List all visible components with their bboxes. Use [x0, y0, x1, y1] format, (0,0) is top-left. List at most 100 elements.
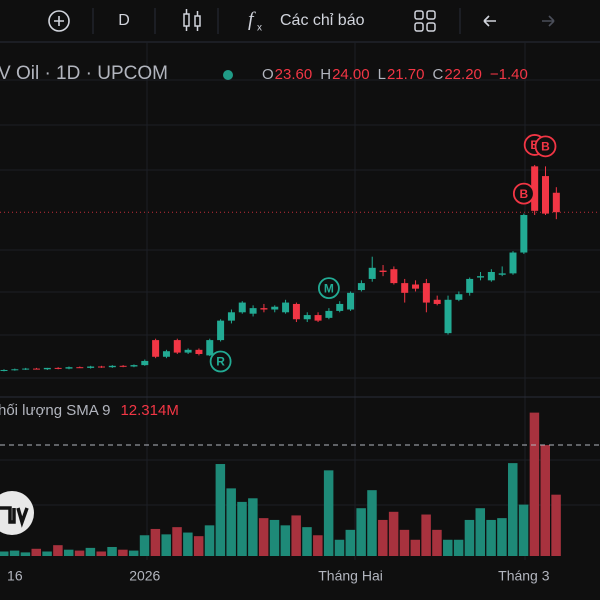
volume-bar — [85, 547, 96, 556]
candle-body — [43, 367, 51, 370]
volume-bar — [193, 536, 204, 556]
candle-body — [498, 273, 506, 275]
ohlc-change: −1.40 — [490, 66, 528, 83]
candle-body — [282, 302, 290, 313]
candle-body — [260, 308, 268, 310]
volume-bar — [226, 488, 236, 556]
volume-bar — [128, 550, 139, 556]
candle-body — [108, 365, 116, 368]
market-status — [223, 70, 233, 80]
candle-body — [520, 214, 528, 253]
volume-bar — [540, 445, 550, 556]
volume-bar — [248, 498, 258, 556]
candle-body — [238, 302, 246, 313]
fx-icon[interactable]: f — [248, 9, 256, 31]
event-marker-label: M — [324, 281, 334, 295]
volume-bar — [118, 549, 128, 556]
x-tick-label: Tháng 3 — [498, 568, 550, 584]
ohlc-prefix: H — [320, 66, 331, 83]
event-marker-label: R — [216, 355, 225, 369]
volume-bar — [215, 464, 226, 556]
candle-body — [0, 369, 8, 371]
layouts-button[interactable] — [414, 10, 436, 32]
candle-body — [542, 176, 549, 214]
volume-bar — [313, 535, 323, 556]
candle-body — [357, 283, 365, 291]
event-marker-label: B — [520, 187, 529, 201]
volume-bar — [269, 519, 280, 556]
chart-type-button[interactable] — [183, 9, 201, 31]
candle-body — [401, 283, 409, 293]
candle-body — [162, 351, 170, 357]
event-marker — [209, 350, 232, 373]
candle-body — [227, 312, 235, 321]
candle-body — [531, 166, 539, 211]
volume-bar — [183, 532, 193, 556]
ohlc-value: 24.00 — [332, 66, 370, 83]
candle-body — [130, 365, 138, 367]
volume-bar — [107, 546, 117, 556]
add-symbol-button[interactable] — [48, 10, 70, 32]
indicators-button[interactable]: Các chỉ báo — [280, 12, 365, 29]
volume-bar — [74, 550, 85, 556]
volume-bar — [388, 511, 399, 556]
candles — [0, 164, 560, 372]
candle-body — [487, 271, 495, 281]
candle-body — [552, 192, 560, 213]
volume-legend: hối lượng SMA 9 — [0, 402, 110, 419]
candle-body — [466, 278, 474, 293]
ohlc-prefix: L — [378, 66, 386, 83]
volume-bar — [280, 525, 291, 556]
candle-body — [347, 292, 355, 310]
undo-button[interactable] — [483, 15, 496, 27]
volume-bar — [204, 525, 215, 556]
volume-bar — [464, 519, 475, 556]
x-tick-label: Tháng Hai — [318, 568, 383, 584]
volume-bar — [42, 551, 52, 556]
volume-bar — [356, 508, 366, 556]
candle-body — [206, 340, 214, 356]
volume-bar — [367, 490, 377, 556]
candle-body — [422, 283, 430, 303]
candle-body — [87, 366, 95, 368]
candle-body — [65, 367, 73, 369]
volume-bar — [53, 545, 63, 556]
event-marker — [512, 182, 535, 205]
volume-bar — [237, 501, 247, 556]
volume-bar — [150, 528, 161, 556]
volume-sma-value: 12.314M — [120, 402, 178, 419]
volume-bar — [443, 539, 453, 556]
volume-bar — [334, 539, 345, 556]
interval-button[interactable]: D — [118, 12, 130, 29]
symbol-name: V Oil · 1D · UPCOM — [0, 63, 168, 84]
redo-button[interactable] — [542, 15, 555, 27]
volume-bar — [410, 539, 421, 556]
volume-bar — [345, 529, 356, 556]
candle-body — [325, 310, 333, 318]
candle-body — [455, 294, 463, 300]
volume-bar — [399, 529, 410, 556]
candle-body — [379, 270, 387, 272]
candle-body — [368, 267, 376, 279]
candle-body — [390, 269, 398, 284]
volume-bar — [31, 548, 41, 556]
candle-body — [412, 284, 420, 289]
x-tick-label: 16 — [7, 568, 23, 584]
tv-logo — [0, 491, 34, 535]
candle-body — [119, 365, 127, 367]
volume-bar — [291, 515, 301, 556]
candle-body — [22, 368, 30, 370]
candle-body — [152, 340, 160, 357]
volume-bar — [172, 527, 182, 556]
grid — [0, 42, 600, 560]
candle-body — [336, 303, 344, 311]
volume-bar — [20, 552, 31, 556]
ohlc-prefix: C — [433, 66, 444, 83]
volume-bar — [139, 535, 150, 556]
x-tick-label: 2026 — [129, 568, 160, 584]
toolbar: D f x Các chỉ báo — [48, 8, 555, 34]
volume-bar — [486, 519, 496, 556]
volume-bar — [421, 514, 431, 556]
